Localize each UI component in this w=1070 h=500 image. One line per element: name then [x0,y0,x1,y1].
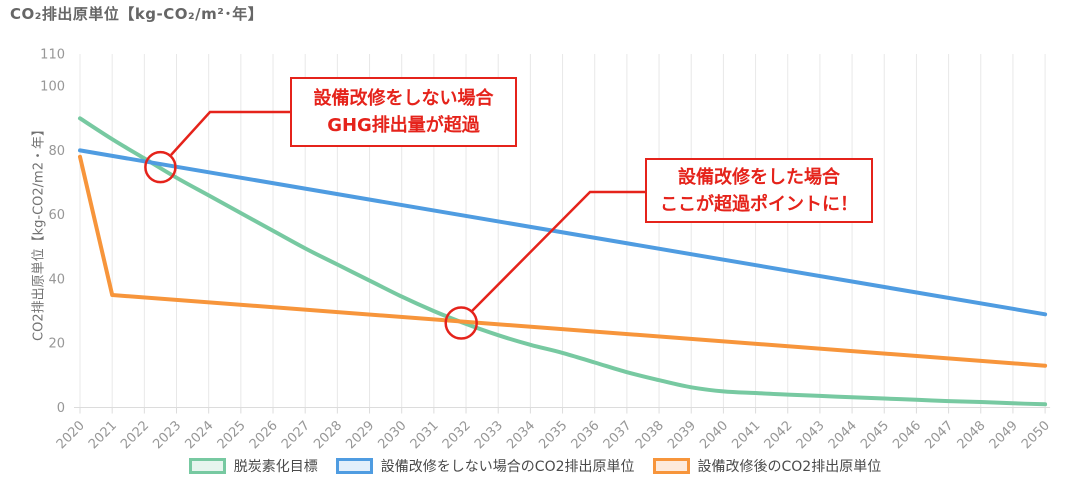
legend-swatch-no_renovation [335,458,373,474]
line-chart-plot: 0204060801001102020202120222023202420252… [40,48,1053,453]
x-tick-label: 2035 [536,418,570,452]
x-tick-label: 2025 [215,418,249,452]
callout-text-line: 設備改修をした場合 [678,166,840,188]
x-tick-label: 2033 [472,418,506,452]
series-after_renovation-line [78,154,1048,368]
x-tick-label: 2034 [504,418,538,452]
legend-label: 設備改修後のCO2排出原単位 [697,459,882,475]
x-tick-label: 2029 [343,418,377,452]
x-tick-label: 2043 [794,418,828,452]
x-tick-label: 2039 [665,418,699,452]
x-tick-label: 2041 [729,418,763,452]
callout-text-line: 設備改修をしない場合 [313,88,494,109]
callout-renovation-exceed: 設備改修をした場合 ここが超過ポイントに！ [645,158,873,223]
x-tick-label: 2047 [922,418,956,452]
legend-item-after_renovation: 設備改修後のCO2排出原単位 [652,456,882,476]
y-tick-label: 100 [40,80,65,95]
x-tick-labels: 2020202120222023202420252026202720282029… [54,418,1053,452]
x-tick-label: 2038 [633,418,667,452]
x-tick-label: 2020 [54,418,88,452]
x-tick-label: 2048 [955,418,989,452]
x-tick-label: 2028 [311,418,345,452]
x-tick-label: 2040 [697,418,731,452]
series-target-line [78,116,1048,407]
y-tick-label: 20 [48,337,65,352]
chart-legend: 脱炭素化目標 設備改修をしない場合のCO2排出原単位 設備改修後のCO2排出原単位 [0,456,1070,476]
legend-label: 設備改修をしない場合のCO2排出原単位 [380,459,635,475]
annotation-leader-renovation-exceed [471,190,646,312]
x-tick-label: 2026 [247,418,281,452]
callout-text-line: ここが超過ポイントに！ [660,193,858,215]
x-tick-label: 2037 [601,418,635,452]
y-tick-label: 40 [48,272,65,287]
y-tick-label: 110 [40,48,65,63]
x-tick-label: 2036 [569,418,603,452]
x-tick-label: 2044 [826,418,860,452]
series-no_renovation-line [78,148,1048,317]
legend-swatch-target [188,458,226,474]
legend-label: 脱炭素化目標 [233,459,318,475]
y-tick-label: 60 [48,208,65,223]
x-tick-label: 2049 [987,418,1021,452]
x-tick-label: 2031 [408,418,442,452]
x-tick-label: 2022 [118,418,152,452]
chart-title: CO₂排出原単位【kg-CO₂/m²･年】 [10,5,264,23]
x-tick-label: 2027 [279,418,313,452]
y-tick-label: 0 [57,401,65,416]
legend-item-target: 脱炭素化目標 [188,456,318,476]
x-tick-label: 2030 [376,418,410,452]
x-tick-label: 2023 [150,418,184,452]
annotation-circle-renovation-exceed [444,306,478,340]
y-tick-label: 80 [48,144,65,159]
x-tick-label: 2045 [858,418,892,452]
x-tick-label: 2050 [1019,418,1053,452]
x-tick-label: 2042 [762,418,796,452]
x-tick-label: 2046 [890,418,924,452]
legend-swatch-after_renovation [652,458,690,474]
x-tick-label: 2021 [86,418,120,452]
y-tick-labels: 0 20 40 60 80 100 110 [40,48,65,416]
annotation-leader-no-renovation-exceed [170,110,291,156]
x-tick-label: 2032 [440,418,474,452]
callout-no-renovation-exceed: 設備改修をしない場合 GHG排出量が超過 [290,77,517,147]
x-tick-label: 2024 [183,418,217,452]
callout-text-line: GHG排出量が超過 [327,115,480,136]
legend-item-no_renovation: 設備改修をしない場合のCO2排出原単位 [335,456,635,476]
annotation-circle-no-renovation-exceed [144,150,177,184]
